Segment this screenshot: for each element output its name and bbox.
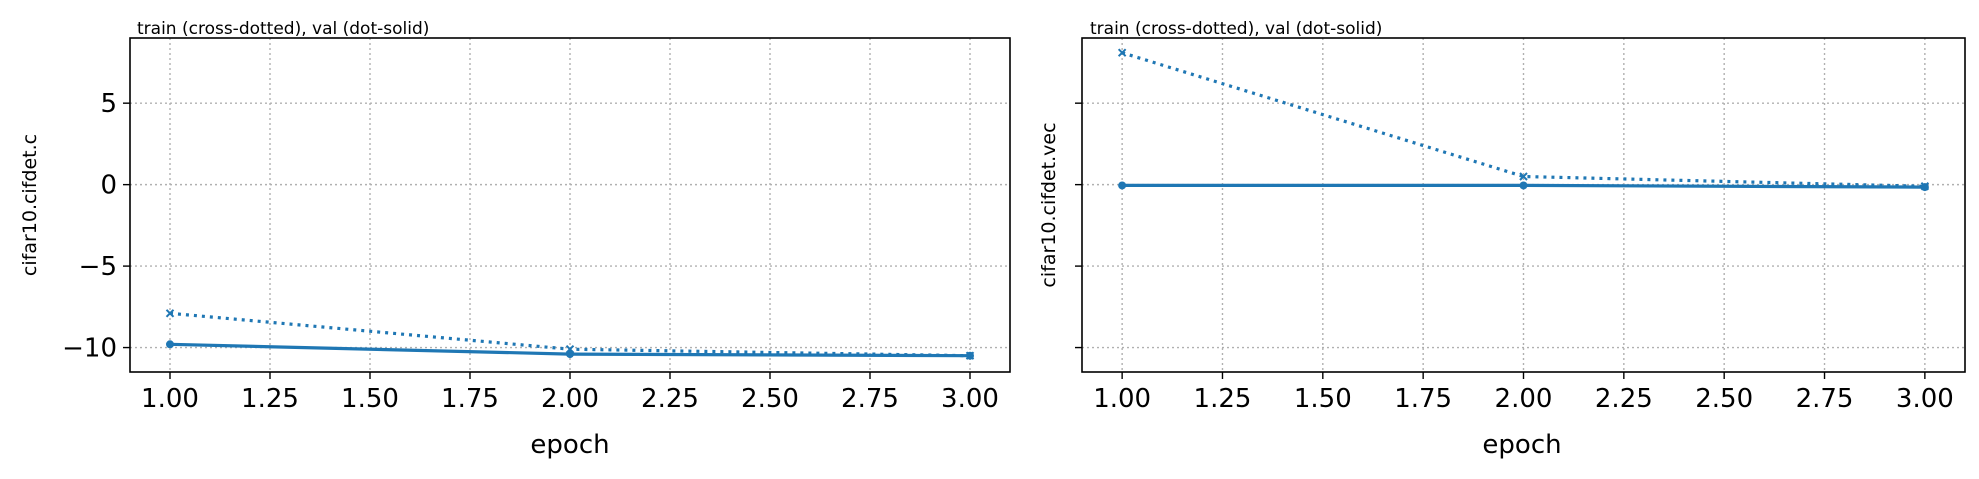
y-axis-label: cifar10.cifdet.vec: [1038, 122, 1060, 287]
val-point-marker: [1519, 181, 1528, 190]
y-tick-label: −10: [62, 334, 117, 364]
x-ticks: 1.00 1.25 1.50 1.75 2.00 2.25 2.50 2.75 3.00: [141, 372, 999, 414]
train-point-marker: [1117, 48, 1127, 57]
val-point-marker: [166, 340, 174, 349]
val-point-marker: [566, 350, 574, 359]
x-tick-label: 1.00: [1093, 384, 1151, 414]
y-ticks: [1075, 102, 1082, 349]
cross-stroke: [1519, 172, 1528, 181]
x-tick-label: 2.50: [741, 384, 799, 414]
y-tick-label: 5: [100, 89, 117, 119]
x-axis-label: epoch: [530, 430, 609, 460]
y-ticks: 5 0 −5 −10: [62, 89, 130, 364]
chart-title: train (cross-dotted), val (dot-solid): [1090, 19, 1382, 39]
grid-lines-x: [169, 38, 971, 372]
x-tick-label: 2.75: [1796, 384, 1854, 414]
grid-lines-x: [1121, 38, 1926, 372]
cross-stroke: [165, 309, 175, 318]
x-axis-label: epoch: [1482, 430, 1561, 460]
x-tick-label: 3.00: [941, 384, 999, 414]
y-tick-label: 0: [100, 171, 117, 201]
val-point-marker: [966, 351, 974, 360]
train-point-marker: [165, 309, 175, 318]
y-tick-label: −5: [79, 252, 117, 282]
val-point-marker: [1920, 183, 1929, 192]
x-tick-label: 3.00: [1896, 384, 1954, 414]
val-point-marker: [1118, 181, 1127, 190]
subplot-right: 1.00 1.25 1.50 1.75 2.00 2.25 2.50 2.75 3.00 tra…: [1038, 19, 1966, 460]
x-tick-label: 2.00: [541, 384, 599, 414]
x-tick-label: 1.25: [1194, 384, 1252, 414]
train-point-marker: [1519, 172, 1528, 181]
subplot-left: 1.00 1.25 1.50 1.75 2.00 2.25 2.50 2.75 3.00 5 0 −…: [19, 19, 1011, 460]
x-tick-label: 1.50: [1294, 384, 1352, 414]
x-tick-label: 2.25: [641, 384, 699, 414]
series-group: [165, 309, 975, 360]
x-tick-label: 2.50: [1695, 384, 1753, 414]
x-tick-label: 1.75: [1394, 384, 1452, 414]
y-axis-label: cifar10.cifdet.c: [19, 134, 41, 276]
x-tick-label: 2.25: [1595, 384, 1653, 414]
x-ticks: 1.00 1.25 1.50 1.75 2.00 2.25 2.50 2.75 3.00: [1093, 372, 1954, 414]
x-tick-label: 2.75: [841, 384, 899, 414]
cross-stroke: [1117, 48, 1127, 57]
chart-title: train (cross-dotted), val (dot-solid): [137, 19, 429, 39]
x-tick-label: 1.50: [341, 384, 399, 414]
x-tick-label: 1.00: [141, 384, 199, 414]
x-tick-label: 1.75: [441, 384, 499, 414]
x-tick-label: 1.25: [241, 384, 299, 414]
x-tick-label: 2.00: [1495, 384, 1553, 414]
series-group: [1117, 48, 1930, 192]
